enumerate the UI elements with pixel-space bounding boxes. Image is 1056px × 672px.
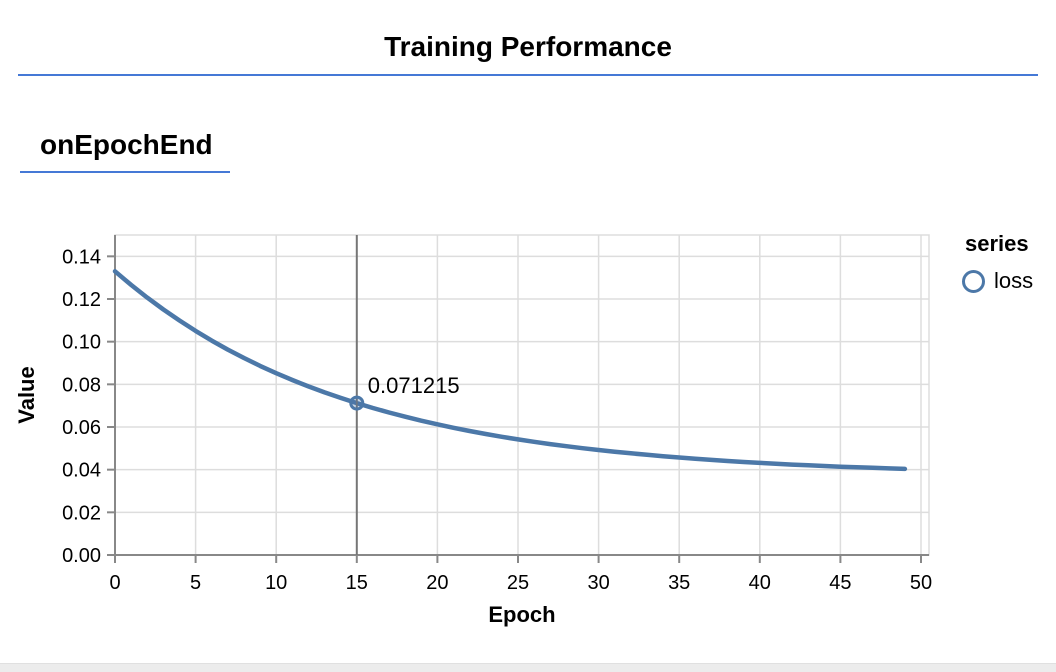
x-tick-label: 30 [587,572,609,594]
x-tick-label: 5 [190,572,201,594]
x-tick-label: 10 [265,572,287,594]
x-tick-label: 35 [668,572,690,594]
y-tick-label: 0.14 [62,246,101,268]
x-tick-label: 40 [749,572,771,594]
y-tick-label: 0.02 [62,502,101,524]
title-divider [18,74,1038,76]
y-tick-label: 0.12 [62,289,101,311]
loss-line [112,269,908,472]
x-tick-label: 0 [109,572,120,594]
x-tick-label: 20 [426,572,448,594]
y-tick-label: 0.00 [62,545,101,567]
legend-point-icon [962,269,985,293]
y-tick-label: 0.08 [62,374,101,396]
x-tick-label: 50 [910,572,932,594]
legend-item-loss: loss [962,268,1033,294]
y-axis-title: Value [14,366,39,423]
legend-item-label: loss [994,268,1034,293]
y-tick-label: 0.06 [62,417,101,439]
chart-legend: series loss [962,231,1033,294]
page-title: Training Performance [384,31,672,62]
section-heading: onEpochEnd [40,129,213,160]
data-point-marker[interactable] [349,395,365,411]
x-tick-label: 15 [346,572,368,594]
x-axis-title: Epoch [488,602,555,627]
y-tick-label: 0.04 [62,460,101,482]
y-tick-label: 0.10 [62,332,101,354]
legend-title: series [965,231,1029,256]
bottom-strip [0,663,1056,672]
x-tick-label: 25 [507,572,529,594]
tooltip-value: 0.071215 [368,373,460,398]
plot-border [114,234,930,556]
x-tick-label: 45 [829,572,851,594]
section-divider [20,171,230,173]
